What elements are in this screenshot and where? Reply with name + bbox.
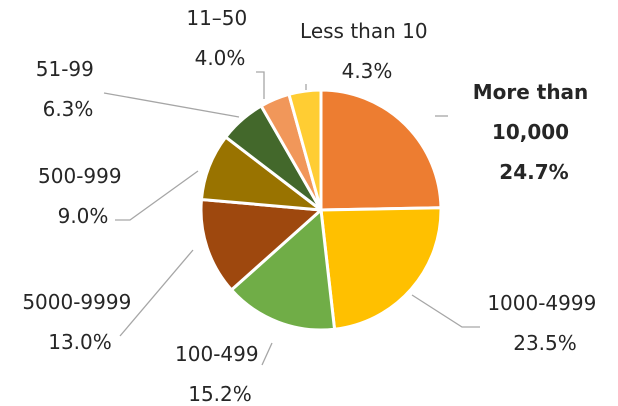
label-line: 5000-9999 [22,290,131,314]
pie-slice-100-499 [229,208,337,332]
pie-slice-1000-4999 [319,206,443,331]
leader-line-51-99 [103,92,240,118]
data-label-5000-9999: 5000-9999 13.0% [22,290,137,354]
label-line: 4.3% [342,59,393,83]
label-line: 100-499 [175,342,259,366]
data-label-more-than-10000: More than 10,000 24.7% [473,80,596,184]
pie-slices [199,88,443,332]
leader-lines [103,71,480,366]
data-label-500-999: 500-999 9.0% [38,164,128,228]
data-label-51-99: 51-99 6.3% [36,57,100,121]
label-line: Less than 10 [300,19,428,43]
leader-line-1000-4999 [411,294,480,328]
label-line: 4.0% [195,46,246,70]
pie-slice-more-than-10-000 [319,88,443,212]
label-line: 11–50 [186,6,247,30]
label-line: More than [473,80,589,104]
label-line: 6.3% [43,97,94,121]
label-line: 500-999 [38,164,122,188]
pie-slice-5000-9999 [199,197,323,292]
leader-line-500-999 [115,170,199,221]
data-label-less-than-10: Less than 10 4.3% [300,19,434,83]
leader-line-11-50 [256,71,265,99]
label-line: 1000-4999 [487,291,596,315]
label-line: 24.7% [499,160,568,184]
data-label-11-50: 11–50 4.0% [186,6,253,70]
data-label-1000-4999: 1000-4999 23.5% [487,291,602,355]
leader-line-5000-9999 [119,249,194,337]
label-line: 9.0% [58,204,109,228]
label-line: 51-99 [36,57,94,81]
leader-line-100-499 [261,342,273,366]
label-line: 13.0% [48,330,112,354]
pie-slice-less-than-10 [287,88,323,212]
label-line: 23.5% [513,331,577,355]
label-line: 10,000 [492,120,569,144]
label-line: 15.2% [188,382,252,406]
data-label-100-499: 100-499 15.2% [175,342,265,406]
